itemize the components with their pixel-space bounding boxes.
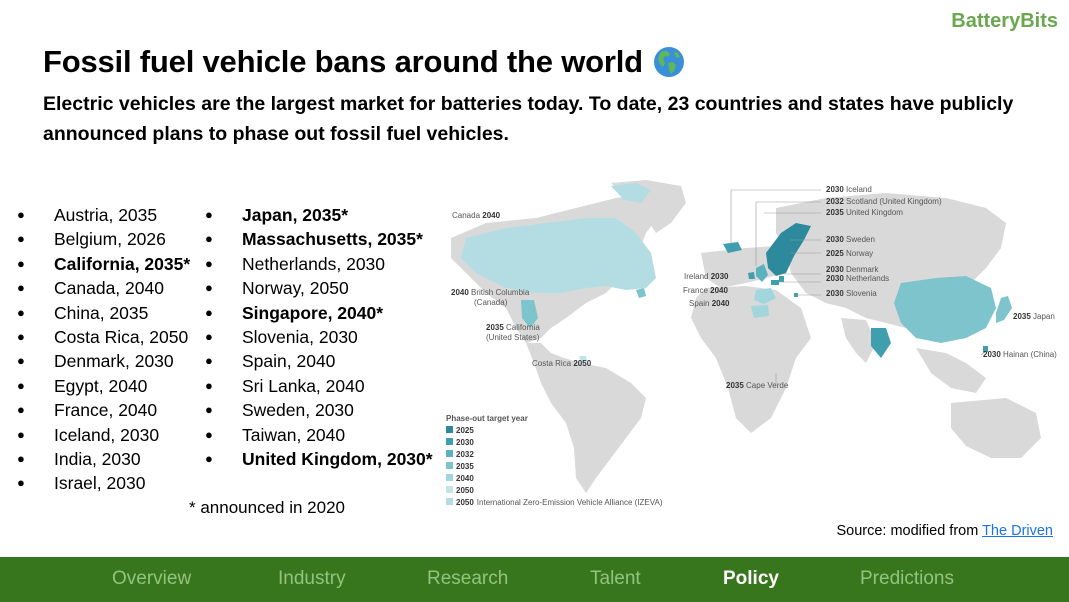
ban-list-item: California, 2035* [17,252,190,277]
legend-label: 2032 [456,450,474,459]
nav-tab-overview[interactable]: Overview [112,568,192,589]
map-label-netherlands: 2030 Netherlands [826,274,889,283]
map-label-slovenia: 2030 Slovenia [826,289,877,298]
ban-list-item: China, 2035 [17,301,190,326]
map-label-denmark: 2030 Denmark [826,265,879,274]
ban-list-item: France, 2040 [17,398,190,423]
page-title: Fossil fuel vehicle bans around the worl… [43,44,685,80]
map-legend: Phase-out target year 2025 2030 2032 2035 20… [446,414,663,507]
map-labels: Canada 2040 2040 British Columbia (Canad… [451,185,1057,390]
map-label-canada: Canada 2040 [452,211,501,220]
ban-list-item: Norway, 2050 [205,276,433,301]
footnote: * announced in 2020 [189,498,345,517]
ban-list-item: Israel, 2030 [17,471,190,496]
legend-swatch [446,462,453,469]
ban-list-item: Spain, 2040 [205,349,433,374]
legend-label: 2050 [456,486,474,495]
page-title-text: Fossil fuel vehicle bans around the worl… [43,44,643,79]
ban-list-item: Japan, 2035* [205,203,433,228]
map-label-france: France 2040 [683,286,728,295]
map-label-norway: 2025 Norway [826,249,873,258]
map-label-bc-sub: (Canada) [474,298,508,307]
ban-list-item: Iceland, 2030 [17,423,190,448]
ban-list-item: Denmark, 2030 [17,349,190,374]
map-label-scotland: 2032 Scotland (United Kingdom) [826,197,942,206]
map-label-bc: 2040 British Columbia [451,288,530,297]
legend-swatch [446,498,453,505]
ban-list-right: Japan, 2035*Massachusetts, 2035*Netherla… [205,203,433,472]
map-label-uk: 2035 United Kingdom [826,208,903,217]
source-link[interactable]: The Driven [982,523,1053,539]
map-label-capeverde: 2035 Cape Verde [726,381,789,390]
legend-swatch [446,426,453,433]
map-label-ireland: Ireland 2030 [684,272,729,281]
legend-swatch [446,486,453,493]
legend-label: 2040 [456,474,474,483]
source-prefix: Source: modified from [836,523,983,539]
map-label-cal-sub: (United States) [486,333,540,342]
ban-list-item: Slovenia, 2030 [205,325,433,350]
nav-tab-talent[interactable]: Talent [590,568,641,589]
ban-list-item: Belgium, 2026 [17,227,190,252]
map-highlights [461,183,1012,363]
map-label-cal: 2035 California [486,323,540,332]
nav-tab-predictions[interactable]: Predictions [860,568,954,589]
legend-label: 2035 [456,462,474,471]
ban-list-item: Massachusetts, 2035* [205,227,433,252]
page-subtitle: Electric vehicles are the largest market… [43,93,1014,145]
ban-list-item: Sweden, 2030 [205,398,433,423]
brand-logo: BatteryBits [951,10,1058,32]
map-label-japan: 2035 Japan [1013,312,1055,321]
source-credit: Source: modified from The Driven [836,523,1053,539]
map-label-iceland: 2030 Iceland [826,185,872,194]
globe-icon [653,47,684,77]
ban-list-item: Egypt, 2040 [17,374,190,399]
ban-list-item: Canada, 2040 [17,276,190,301]
map-label-sweden: 2030 Sweden [826,235,875,244]
ban-list-item: Costa Rica, 2050 [17,325,190,350]
map-label-costa: Costa Rica 2050 [532,359,592,368]
legend-swatch [446,438,453,445]
legend-swatch [446,450,453,457]
ban-list-left: Austria, 2035Belgium, 2026California, 20… [17,203,190,496]
legend-title: Phase-out target year [446,414,528,423]
ban-list-item: Austria, 2035 [17,203,190,228]
ban-list-item: United Kingdom, 2030* [205,447,433,472]
bottom-nav-bar: Overview Industry Research Talent Policy Pred… [0,557,1069,602]
map-label-spain: Spain 2040 [689,299,730,308]
legend-label: 2030 [456,438,474,447]
ban-list-item: Sri Lanka, 2040 [205,374,433,399]
legend-label: 2025 [456,426,474,435]
ban-list-item: Singapore, 2040* [205,301,433,326]
map-label-hainan: 2030 Hainan (China) [983,350,1057,359]
ban-list-item: Taiwan, 2040 [205,423,433,448]
ban-list-item: India, 2030 [17,447,190,472]
nav-tab-research[interactable]: Research [427,568,509,589]
ban-list-item: Netherlands, 2030 [205,252,433,277]
legend-swatch [446,474,453,481]
legend-label: 2050 International Zero-Emission Vehicle … [456,498,663,507]
map-leader-lines [730,189,987,384]
world-map: Canada 2040 2040 British Columbia (Canad… [446,180,1057,507]
nav-tab-industry[interactable]: Industry [278,568,346,589]
nav-tab-policy[interactable]: Policy [723,568,779,589]
